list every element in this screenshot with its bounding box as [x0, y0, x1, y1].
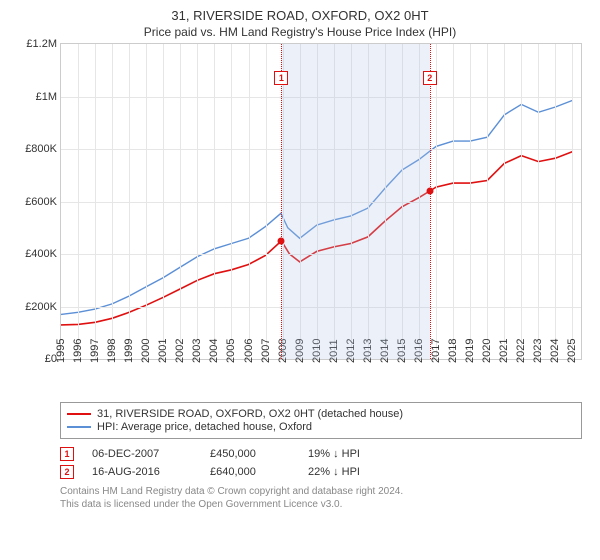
- grid-v: [180, 44, 181, 359]
- grid-v: [146, 44, 147, 359]
- xtick-label: 2022: [515, 339, 527, 363]
- ytick-label: £400K: [25, 248, 57, 260]
- marker-box: 1: [274, 71, 288, 85]
- xtick-label: 2020: [481, 339, 493, 363]
- xtick-label: 2001: [157, 339, 169, 363]
- transaction-date: 06-DEC-2007: [92, 448, 192, 460]
- transaction-marker: 2: [60, 465, 74, 479]
- figure: 31, RIVERSIDE ROAD, OXFORD, OX2 0HT Pric…: [0, 0, 600, 560]
- transactions-table: 1 06-DEC-2007 £450,000 19% ↓ HPI 2 16-AUG-201…: [60, 447, 590, 479]
- grid-v: [214, 44, 215, 359]
- xtick-label: 2003: [191, 339, 203, 363]
- legend-swatch: [67, 426, 91, 428]
- page-subtitle: Price paid vs. HM Land Registry's House …: [10, 25, 590, 39]
- xtick-label: 2007: [260, 339, 272, 363]
- ytick-label: £200K: [25, 301, 57, 313]
- footer-line2: This data is licensed under the Open Gov…: [60, 498, 590, 511]
- grid-v: [129, 44, 130, 359]
- xtick-label: 2017: [430, 339, 442, 363]
- marker-line: [430, 44, 431, 359]
- grid-v: [521, 44, 522, 359]
- xtick-label: 2023: [532, 339, 544, 363]
- grid-v: [538, 44, 539, 359]
- xtick-label: 2002: [174, 339, 186, 363]
- transaction-marker: 1: [60, 447, 74, 461]
- footer-line1: Contains HM Land Registry data © Crown c…: [60, 485, 590, 498]
- marker-box: 2: [423, 71, 437, 85]
- grid-v: [572, 44, 573, 359]
- ytick-label: £800K: [25, 143, 57, 155]
- xtick-label: 2000: [140, 339, 152, 363]
- ytick-label: £600K: [25, 196, 57, 208]
- chart-shade: [281, 44, 429, 359]
- grid-v: [453, 44, 454, 359]
- titles: 31, RIVERSIDE ROAD, OXFORD, OX2 0HT Pric…: [10, 8, 590, 39]
- marker-line: [281, 44, 282, 359]
- ytick-label: £1.2M: [26, 38, 57, 50]
- ytick-label: £1M: [36, 91, 57, 103]
- grid-v: [231, 44, 232, 359]
- grid-v: [78, 44, 79, 359]
- transaction-diff: 22% ↓ HPI: [308, 466, 398, 478]
- footer: Contains HM Land Registry data © Crown c…: [60, 485, 590, 511]
- transaction-price: £450,000: [210, 448, 290, 460]
- transaction-diff: 19% ↓ HPI: [308, 448, 398, 460]
- transaction-row: 2 16-AUG-2016 £640,000 22% ↓ HPI: [60, 465, 590, 479]
- legend-label: 31, RIVERSIDE ROAD, OXFORD, OX2 0HT (det…: [97, 408, 403, 420]
- xtick-label: 2021: [498, 339, 510, 363]
- legend: 31, RIVERSIDE ROAD, OXFORD, OX2 0HT (det…: [60, 402, 582, 439]
- legend-row: HPI: Average price, detached house, Oxfo…: [67, 421, 575, 433]
- xtick-label: 2018: [447, 339, 459, 363]
- grid-v: [266, 44, 267, 359]
- page-title: 31, RIVERSIDE ROAD, OXFORD, OX2 0HT: [10, 8, 590, 23]
- marker-point: [426, 188, 433, 195]
- grid-v: [249, 44, 250, 359]
- transaction-price: £640,000: [210, 466, 290, 478]
- grid-v: [555, 44, 556, 359]
- legend-swatch: [67, 413, 91, 415]
- marker-point: [278, 237, 285, 244]
- legend-row: 31, RIVERSIDE ROAD, OXFORD, OX2 0HT (det…: [67, 408, 575, 420]
- transaction-row: 1 06-DEC-2007 £450,000 19% ↓ HPI: [60, 447, 590, 461]
- xtick-label: 1999: [123, 339, 135, 363]
- transaction-date: 16-AUG-2016: [92, 466, 192, 478]
- grid-v: [112, 44, 113, 359]
- grid-v: [197, 44, 198, 359]
- grid-v: [95, 44, 96, 359]
- xtick-label: 1998: [106, 339, 118, 363]
- xtick-label: 2005: [225, 339, 237, 363]
- grid-v: [436, 44, 437, 359]
- xtick-label: 1996: [72, 339, 84, 363]
- chart-area: £0£200K£400K£600K£800K£1M£1.2M1995199619…: [60, 43, 582, 360]
- grid-v: [163, 44, 164, 359]
- xtick-label: 2025: [566, 339, 578, 363]
- xtick-label: 2004: [208, 339, 220, 363]
- xtick-label: 2019: [464, 339, 476, 363]
- xtick-label: 1995: [55, 339, 67, 363]
- grid-v: [487, 44, 488, 359]
- xtick-label: 2024: [549, 339, 561, 363]
- legend-label: HPI: Average price, detached house, Oxfo…: [97, 421, 312, 433]
- xtick-label: 1997: [89, 339, 101, 363]
- grid-v: [470, 44, 471, 359]
- grid-v: [504, 44, 505, 359]
- xtick-label: 2006: [243, 339, 255, 363]
